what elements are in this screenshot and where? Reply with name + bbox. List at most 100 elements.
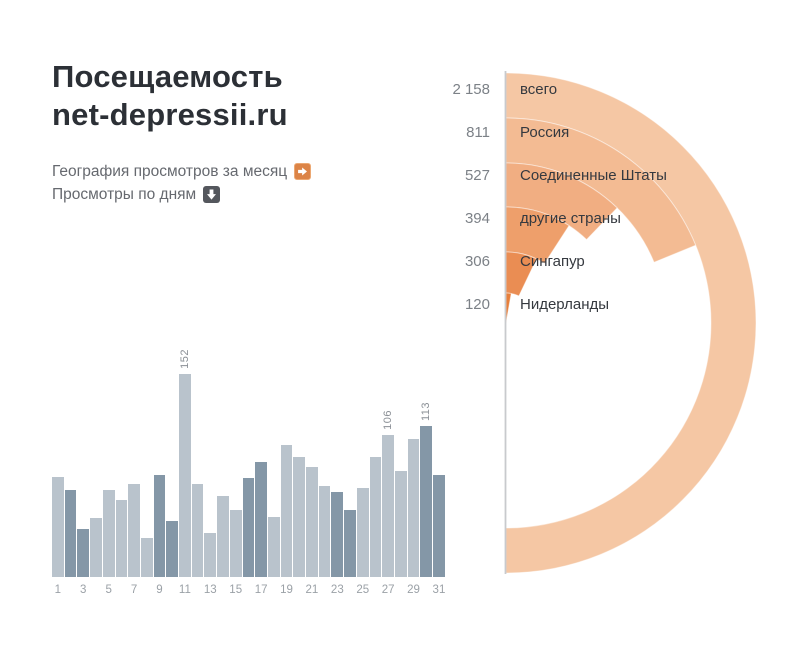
page-title: Посещаемость net-depressii.ru <box>52 58 288 134</box>
arrow-right-icon[interactable] <box>294 163 312 180</box>
legend-row: 527 Соединенные Штаты <box>410 165 667 187</box>
x-axis-tick: 21 <box>305 584 319 596</box>
legend-row: 2 158 всего <box>410 79 557 101</box>
radial-arc-5 <box>505 292 512 324</box>
bar-day-22 <box>318 486 331 577</box>
bar-day-28 <box>394 471 407 577</box>
chart-links: География просмотров за месяц Просмотры … <box>52 160 412 206</box>
bar-day-18 <box>267 517 280 577</box>
bar-cell: 21 <box>306 374 318 596</box>
x-axis-tick: 17 <box>254 584 268 596</box>
x-axis-tick: 15 <box>229 584 243 596</box>
bar-cell: 29 <box>407 374 420 596</box>
bar-day-9 <box>153 475 166 577</box>
x-axis-tick: 29 <box>407 584 420 596</box>
bar-cell: 13 <box>204 374 217 596</box>
bar-cell: 1 <box>52 374 64 596</box>
bar-cell: 113 <box>420 374 432 577</box>
bar-day-10 <box>166 521 179 577</box>
geo-views-label: География просмотров за месяц <box>52 163 288 180</box>
bar-day-2 <box>64 490 77 577</box>
legend-row: 120 Нидерланды <box>410 294 609 316</box>
x-axis-tick: 11 <box>178 584 191 596</box>
bar-cell <box>115 374 128 577</box>
bar-cell <box>369 374 382 577</box>
legend-label: Сингапур <box>520 253 585 270</box>
geo-views-link-row: География просмотров за месяц <box>52 160 412 183</box>
bar-day-25 <box>356 488 369 577</box>
bar-cell: 19 <box>280 374 293 596</box>
x-axis-tick: 5 <box>105 584 112 596</box>
bar-cell <box>267 374 280 577</box>
bar-day-16 <box>242 478 255 577</box>
legend-value: 394 <box>464 210 490 227</box>
bar-day-20 <box>293 457 306 577</box>
bar-cell: 23 <box>331 374 344 596</box>
bar-day-14 <box>217 496 229 577</box>
bar-value-label: 152 <box>178 349 191 369</box>
legend-row: 306 Сингапур <box>410 251 585 273</box>
site-title-line1: Посещаемость <box>52 59 283 94</box>
bar-day-1 <box>52 477 64 577</box>
bar-day-6 <box>115 500 128 577</box>
legend-value: 306 <box>464 253 490 270</box>
bar-day-4 <box>90 518 102 577</box>
arrow-down-icon[interactable] <box>203 186 221 203</box>
x-axis-tick: 23 <box>330 584 344 596</box>
legend-label: Россия <box>520 124 570 141</box>
legend-value: 120 <box>464 296 490 313</box>
bar-day-3 <box>77 529 90 577</box>
legend-row: 811 Россия <box>410 122 569 144</box>
bar-cell <box>394 374 407 577</box>
bar-day-19 <box>280 445 293 577</box>
legend-row: 394 другие страны <box>410 208 621 230</box>
daily-views-label: Просмотры по дням <box>52 186 197 203</box>
bar-cell: 31 <box>433 374 445 596</box>
bar-cell <box>140 374 153 577</box>
bar-day-24 <box>344 510 356 577</box>
bar-day-21 <box>306 467 318 577</box>
x-axis-tick: 27 <box>381 584 395 596</box>
legend-value: 527 <box>464 167 490 184</box>
bar-day-26 <box>369 457 382 577</box>
bar-day-15 <box>229 510 242 577</box>
bar-cell: 17 <box>255 374 268 596</box>
bar-cell <box>191 374 204 577</box>
bar-day-31 <box>433 475 445 577</box>
bar-day-13 <box>204 533 217 577</box>
bar-day-12 <box>191 484 204 577</box>
legend-value: 2 158 <box>452 81 490 98</box>
bar-day-29 <box>407 439 420 577</box>
x-axis-tick: 31 <box>432 584 446 596</box>
bar-cell <box>90 374 102 577</box>
bar-cell: 5 <box>102 374 115 596</box>
x-axis-tick: 13 <box>203 584 217 596</box>
daily-views-link-row: Просмотры по дням <box>52 183 412 206</box>
x-axis-tick: 1 <box>54 584 62 596</box>
bar-cell <box>166 374 179 577</box>
legend-label: Нидерланды <box>520 296 610 313</box>
x-axis-tick: 19 <box>280 584 293 596</box>
bar-cell: 106 27 <box>382 374 395 596</box>
x-axis-tick: 7 <box>130 584 138 596</box>
bar-cell: 3 <box>77 374 90 596</box>
bar-cell: 7 <box>128 374 140 596</box>
bar-day-11 <box>179 374 191 577</box>
bar-day-27 <box>382 435 394 577</box>
bar-cell <box>64 374 77 577</box>
bar-value-label: 106 <box>382 410 395 430</box>
bar-day-30 <box>420 426 433 577</box>
bar-cell: 25 <box>356 374 369 596</box>
bar-cell: 152 11 <box>179 349 191 596</box>
legend-label: Соединенные Штаты <box>520 167 667 184</box>
bar-cell <box>217 374 229 577</box>
bar-day-23 <box>331 492 344 577</box>
bar-day-17 <box>255 462 267 577</box>
x-axis-tick: 3 <box>80 584 87 596</box>
x-axis-tick: 9 <box>156 584 163 596</box>
site-title-line2: net-depressii.ru <box>52 97 288 132</box>
bar-cell: 15 <box>229 374 242 596</box>
bar-cell <box>344 374 356 577</box>
bar-day-8 <box>140 538 153 577</box>
